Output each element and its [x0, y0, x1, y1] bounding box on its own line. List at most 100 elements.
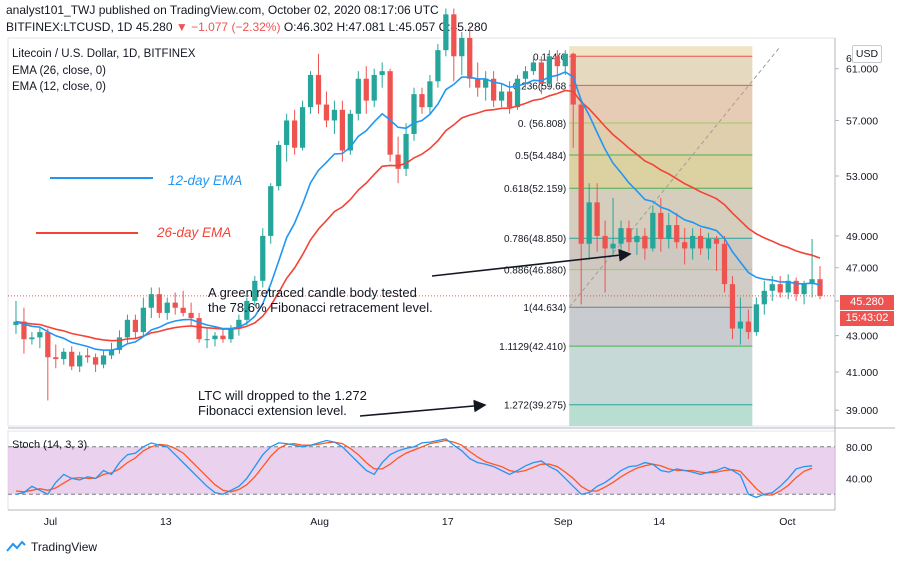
candle-body — [586, 202, 592, 244]
candle-body — [45, 332, 51, 358]
candle-body — [491, 78, 497, 101]
candle-body — [371, 74, 377, 101]
candle-body — [467, 38, 473, 79]
fib-zone — [569, 85, 753, 123]
candle-body — [618, 228, 624, 244]
candle-body — [761, 290, 767, 305]
footer-branding[interactable]: TradingView — [6, 540, 97, 554]
candle-body — [435, 50, 441, 82]
candle-body — [77, 355, 83, 367]
fib-zone — [569, 46, 753, 57]
candle-body — [451, 14, 457, 57]
symbol-info: BITFINEX:LTCUSD, 1D 45.280 ▼ −1.077 (−2.… — [6, 20, 487, 34]
candle-body — [546, 56, 552, 84]
candle-body — [793, 280, 799, 295]
candle-body — [85, 355, 91, 358]
fib-level-label: 0.786(48.850) — [504, 234, 566, 245]
candle-body — [291, 120, 298, 148]
candle-body — [124, 319, 131, 338]
fib-zone — [569, 122, 753, 155]
fib-level-label: 0.886(46.880) — [504, 266, 566, 277]
stoch-tick-label: 80.00 — [846, 442, 872, 454]
y-tick-label: 39.000 — [846, 405, 878, 417]
fib-level-label: 1.272(39.275) — [504, 401, 566, 412]
candle-body — [530, 62, 537, 72]
candle-body — [220, 335, 226, 340]
currency-button[interactable]: USD — [852, 45, 882, 63]
fib-zone — [569, 56, 753, 86]
candle-body — [252, 280, 258, 301]
candle-body — [100, 355, 107, 365]
note-retracement-line2: the 78.6% Fibonacci retracement level. — [208, 300, 433, 315]
candle-body — [268, 186, 274, 236]
tradingview-brand: TradingView — [31, 540, 98, 554]
x-tick-label: 17 — [442, 516, 454, 528]
stoch-d-line — [15, 439, 813, 496]
ema26-annotation: 26-day EMA — [157, 225, 232, 240]
candle-body — [307, 74, 314, 108]
arrow-retracement — [431, 248, 632, 277]
candle-body — [331, 109, 338, 121]
candle-body — [737, 321, 744, 329]
candle-body — [379, 71, 385, 75]
candle-body — [602, 235, 608, 249]
candle-body — [554, 56, 560, 67]
candle-body — [156, 294, 162, 313]
fib-level-label: 1.1129(42.410) — [499, 342, 566, 353]
note-retracement: A green retraced candle body tested the … — [208, 285, 433, 315]
candle-body — [594, 202, 600, 236]
candle-body — [777, 284, 783, 293]
price-change: ▼ −1.077 (−2.32%) — [175, 20, 281, 34]
x-tick-label: Sep — [554, 516, 573, 528]
candle-body — [514, 78, 521, 108]
candle-body — [339, 109, 345, 151]
candle-body — [785, 280, 791, 293]
candle-body — [666, 225, 672, 240]
x-tick-label: Aug — [310, 516, 329, 528]
candle-body — [315, 74, 322, 105]
x-tick-label: Oct — [779, 516, 795, 528]
candle-body — [132, 319, 139, 333]
candle-body — [578, 104, 584, 244]
fib-zone — [569, 404, 753, 426]
candle-body — [53, 357, 59, 360]
candle-body — [634, 235, 640, 243]
candle-body — [506, 91, 513, 108]
candle-body — [721, 243, 728, 285]
candle-body — [21, 321, 27, 340]
fib-level-label: 0.5(54.484) — [515, 151, 566, 162]
note-extension-line1: LTC will dropped to the 1.272 — [198, 388, 367, 403]
candle-body — [212, 335, 218, 340]
fib-level-label: 0.618(52.159) — [504, 184, 566, 195]
candle-body — [164, 302, 170, 313]
candle-body — [363, 78, 369, 101]
stoch-label: Stoch (14, 3, 3) — [12, 439, 88, 451]
candle-body — [642, 235, 648, 249]
last-price: 45.280 — [135, 20, 173, 34]
candle-body — [658, 212, 664, 240]
note-extension: LTC will dropped to the 1.272 Fibonacci … — [198, 388, 367, 418]
candle-body — [92, 357, 99, 365]
stoch-k-line — [15, 438, 813, 499]
legend-ema26: EMA (26, close, 0) — [12, 65, 106, 77]
y-tick-label: 6 — [846, 53, 852, 65]
note-extension-line2: Fibonacci extension level. — [198, 403, 347, 418]
legend-title: Litecoin / U.S. Dollar, 1D, BITFINEX — [12, 48, 196, 60]
symbol-label: BITFINEX:LTCUSD, 1D — [6, 20, 133, 34]
fib-level-label: 1(44.634) — [523, 303, 566, 314]
candle-body — [61, 351, 67, 360]
arrow-extension — [359, 399, 487, 417]
fib-zone — [569, 346, 753, 405]
legend-ema12: EMA (12, close, 0) — [12, 81, 106, 93]
candle-body — [37, 332, 43, 338]
y-tick-label: 47.000 — [846, 263, 878, 275]
candle-body — [347, 113, 353, 151]
candle-body — [682, 242, 688, 249]
stoch-tick-label: 40.00 — [846, 473, 872, 485]
candle-body — [745, 321, 751, 333]
candle-body — [650, 212, 656, 249]
candle-body — [13, 321, 19, 326]
publish-info: analyst101_TWJ published on TradingView.… — [6, 3, 439, 17]
x-tick-label: Jul — [44, 516, 57, 528]
